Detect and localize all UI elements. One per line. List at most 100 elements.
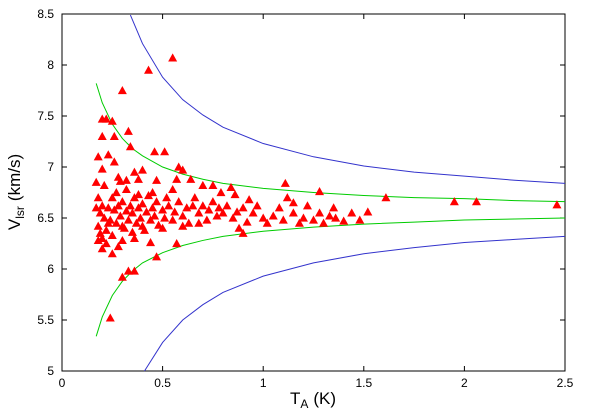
point <box>228 213 238 222</box>
point <box>91 203 101 212</box>
point <box>174 197 184 206</box>
point <box>274 203 284 212</box>
y-label-sub: lsr <box>13 206 27 219</box>
point <box>202 215 212 224</box>
point <box>178 165 188 174</box>
point <box>238 203 248 212</box>
point <box>158 223 168 232</box>
y-tick-label: 8 <box>47 58 54 72</box>
point <box>111 188 121 197</box>
point <box>302 201 312 210</box>
point <box>198 180 208 189</box>
x-tick-label: 1.5 <box>355 376 372 390</box>
point <box>137 199 147 208</box>
point <box>182 203 192 212</box>
point <box>101 225 111 234</box>
curve <box>129 14 566 184</box>
point <box>117 197 127 206</box>
x-label-sub: A <box>300 397 308 411</box>
point <box>99 180 109 189</box>
point <box>127 227 137 236</box>
point <box>113 242 123 251</box>
curve <box>95 83 566 203</box>
y-axis-label: Vlsr (km/s) <box>5 154 27 230</box>
point <box>137 165 147 174</box>
point <box>168 184 178 194</box>
point <box>258 213 268 222</box>
x-tick-label: 2 <box>461 376 468 390</box>
point <box>158 205 168 214</box>
x-tick-label: 0 <box>59 376 66 390</box>
point <box>363 207 373 216</box>
point <box>232 207 242 216</box>
point <box>95 208 105 217</box>
point <box>109 131 119 140</box>
point <box>129 167 139 176</box>
point <box>164 201 174 210</box>
point <box>190 193 200 202</box>
point <box>95 228 105 237</box>
point <box>117 272 127 281</box>
point <box>121 184 131 194</box>
point <box>107 116 117 125</box>
point <box>113 201 123 210</box>
point <box>552 200 562 209</box>
x-label-suffix: (K) <box>313 389 336 408</box>
point <box>208 197 218 206</box>
point <box>129 266 139 275</box>
point <box>107 230 117 239</box>
point <box>471 197 481 206</box>
point <box>152 197 162 206</box>
point <box>148 203 158 212</box>
point <box>160 213 170 222</box>
point <box>123 266 133 275</box>
point <box>325 211 335 220</box>
point <box>170 207 180 216</box>
point <box>194 208 204 217</box>
x-label-main: T <box>290 389 300 408</box>
point <box>309 215 318 224</box>
point <box>329 203 339 212</box>
point <box>184 218 194 227</box>
point <box>234 223 244 232</box>
point <box>97 114 107 123</box>
point <box>242 217 252 226</box>
point <box>150 211 160 220</box>
point <box>111 218 121 227</box>
point <box>99 213 109 222</box>
point <box>103 150 113 159</box>
point <box>101 239 111 248</box>
point <box>93 152 103 161</box>
y-tick-label: 5.5 <box>37 313 54 327</box>
point <box>127 208 137 217</box>
point <box>148 188 158 197</box>
point <box>144 191 154 200</box>
x-tick-label: 2.5 <box>557 376 574 390</box>
point <box>280 178 290 187</box>
point <box>109 157 119 166</box>
point <box>91 177 101 186</box>
point <box>93 221 103 230</box>
point <box>449 197 459 206</box>
point <box>162 193 172 202</box>
point <box>208 180 218 189</box>
point <box>339 216 349 225</box>
point <box>123 126 133 135</box>
point <box>125 142 135 151</box>
point <box>172 174 182 183</box>
point <box>105 313 115 322</box>
x-tick-label: 1 <box>260 376 267 390</box>
point <box>131 218 141 227</box>
point <box>121 175 131 184</box>
point <box>115 211 125 220</box>
point <box>97 164 107 173</box>
point <box>315 208 325 217</box>
point <box>198 201 208 210</box>
point <box>152 252 162 261</box>
point <box>125 201 135 210</box>
curve <box>144 235 566 372</box>
plot-frame <box>61 13 566 372</box>
point <box>331 213 341 222</box>
point <box>152 175 162 184</box>
point <box>97 201 107 210</box>
